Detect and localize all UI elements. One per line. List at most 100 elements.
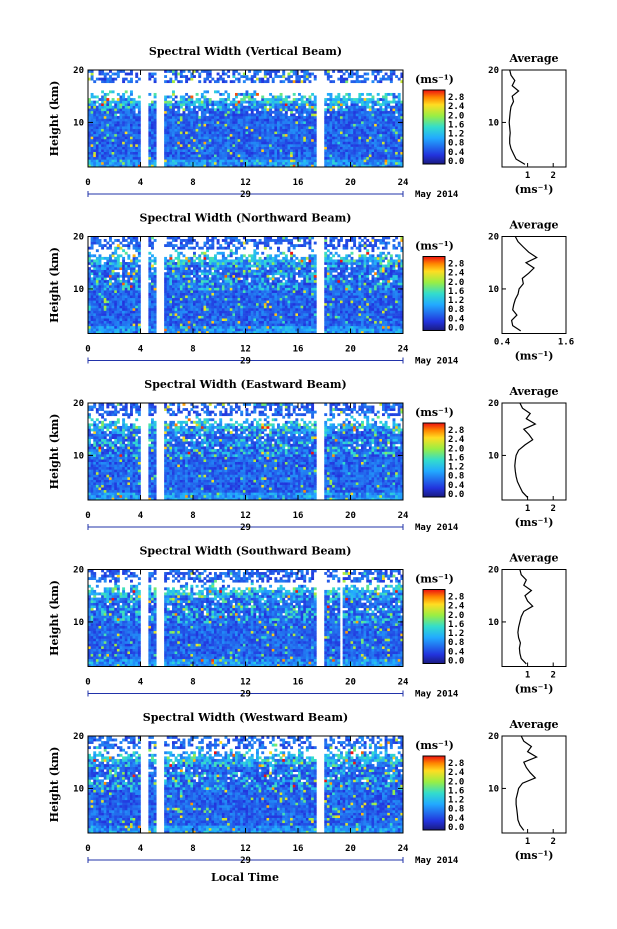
- heatmap-cell: [122, 290, 126, 293]
- heatmap-cell: [103, 141, 107, 145]
- heatmap-cell: [185, 92, 189, 96]
- heatmap-cell: [174, 239, 178, 242]
- heatmap-cell: [200, 121, 204, 124]
- heatmap-cell: [122, 103, 126, 107]
- heatmap-cell: [227, 159, 231, 163]
- heatmap-cell: [151, 254, 154, 258]
- heatmap-cell: [122, 269, 126, 273]
- heatmap-cell: [119, 318, 123, 322]
- heatmap-cell: [124, 251, 128, 255]
- heatmap-cell: [211, 108, 215, 112]
- heatmap-cell: [287, 141, 291, 145]
- heatmap-cell: [153, 133, 157, 137]
- heatmap-cell: [345, 149, 349, 152]
- heatmap-cell: [106, 302, 110, 306]
- heatmap-cell: [371, 146, 375, 150]
- heatmap-cell: [182, 75, 186, 78]
- heatmap-cell: [326, 103, 330, 107]
- heatmap-cell: [179, 277, 183, 281]
- heatmap-cell: [384, 115, 388, 119]
- heatmap-cell: [376, 103, 380, 107]
- heatmap-cell: [185, 285, 189, 288]
- heatmap-cell: [103, 108, 107, 112]
- heatmap-cell: [245, 141, 249, 145]
- heatmap-cell: [130, 239, 133, 242]
- heatmap-cell: [130, 136, 133, 140]
- heatmap-cell: [221, 100, 225, 104]
- heatmap-cell: [137, 300, 141, 304]
- heatmap-cell: [269, 128, 273, 132]
- heatmap-cell: [392, 164, 396, 168]
- heatmap-cell: [232, 110, 236, 114]
- heatmap-cell: [164, 80, 168, 84]
- heatmap-cell: [313, 151, 317, 155]
- heatmap-cell: [400, 126, 404, 130]
- heatmap-cell: [227, 246, 231, 250]
- heatmap-cell: [232, 259, 236, 263]
- heatmap-cell: [116, 244, 120, 248]
- heatmap-cell: [137, 287, 141, 291]
- heatmap-cell: [203, 300, 207, 304]
- heatmap-cell: [395, 138, 399, 142]
- heatmap-cell: [182, 310, 186, 314]
- heatmap-cell: [203, 154, 207, 158]
- heatmap-cell: [337, 77, 341, 81]
- heatmap-cell: [326, 98, 330, 101]
- heatmap-cell: [132, 149, 136, 152]
- heatmap-cell: [347, 72, 351, 76]
- heatmap-cell: [127, 282, 131, 286]
- heatmap-cell: [326, 151, 330, 155]
- heatmap-cell: [382, 95, 385, 99]
- heatmap-cell: [148, 159, 152, 163]
- heatmap-cell: [177, 295, 181, 299]
- heatmap-cell: [395, 151, 399, 155]
- heatmap-cell: [135, 75, 139, 78]
- heatmap-cell: [153, 113, 157, 117]
- heatmap-cell: [164, 146, 168, 150]
- heatmap-cell: [151, 133, 154, 137]
- heatmap-cell: [219, 307, 223, 311]
- heatmap-cell: [111, 267, 115, 270]
- heatmap-cell: [153, 318, 157, 322]
- heatmap-cell: [93, 80, 97, 84]
- heatmap-cell: [292, 131, 296, 135]
- heatmap-cell: [216, 315, 220, 319]
- heatmap-cell: [219, 330, 223, 334]
- heatmap-cell: [221, 272, 225, 276]
- heatmap-cell: [337, 164, 341, 168]
- heatmap-cell: [266, 126, 270, 130]
- heatmap-cell: [177, 313, 181, 316]
- heatmap-cell: [106, 154, 110, 158]
- heatmap-cell: [195, 305, 199, 309]
- heatmap-cell: [227, 292, 231, 296]
- heatmap-cell: [135, 285, 139, 288]
- heatmap-cell: [206, 141, 210, 145]
- heatmap-cell: [137, 274, 141, 278]
- heatmap-cell: [211, 161, 215, 165]
- heatmap-cell: [334, 154, 338, 158]
- heatmap-cell: [98, 161, 102, 165]
- heatmap-cell: [211, 320, 215, 324]
- chart-panel-2: Spectral Width (Northward Beam)1020Heigh…: [48, 212, 574, 367]
- heatmap-cell: [211, 239, 215, 242]
- heatmap-cell: [119, 267, 123, 270]
- chart-panel-1: Spectral Width (Vertical Beam)1020Height…: [48, 45, 567, 200]
- heatmap-cell: [216, 295, 220, 299]
- heatmap-cell: [387, 92, 391, 96]
- heatmap-cell: [185, 244, 189, 248]
- heatmap-cell: [132, 126, 136, 130]
- heatmap-cell: [216, 154, 220, 158]
- heatmap-cell: [371, 151, 375, 155]
- heatmap-cell: [148, 305, 152, 309]
- heatmap-cell: [127, 72, 131, 76]
- heatmap-cell: [274, 131, 278, 135]
- heatmap-cell: [116, 105, 120, 109]
- heatmap-cell: [90, 302, 94, 306]
- heatmap-cell: [242, 98, 246, 101]
- heatmap-cell: [200, 315, 204, 319]
- heatmap-cell: [208, 75, 212, 78]
- heatmap-cell: [103, 100, 107, 104]
- heatmap-cell: [379, 80, 383, 84]
- heatmap-cell: [116, 323, 120, 327]
- heatmap-cell: [261, 151, 265, 155]
